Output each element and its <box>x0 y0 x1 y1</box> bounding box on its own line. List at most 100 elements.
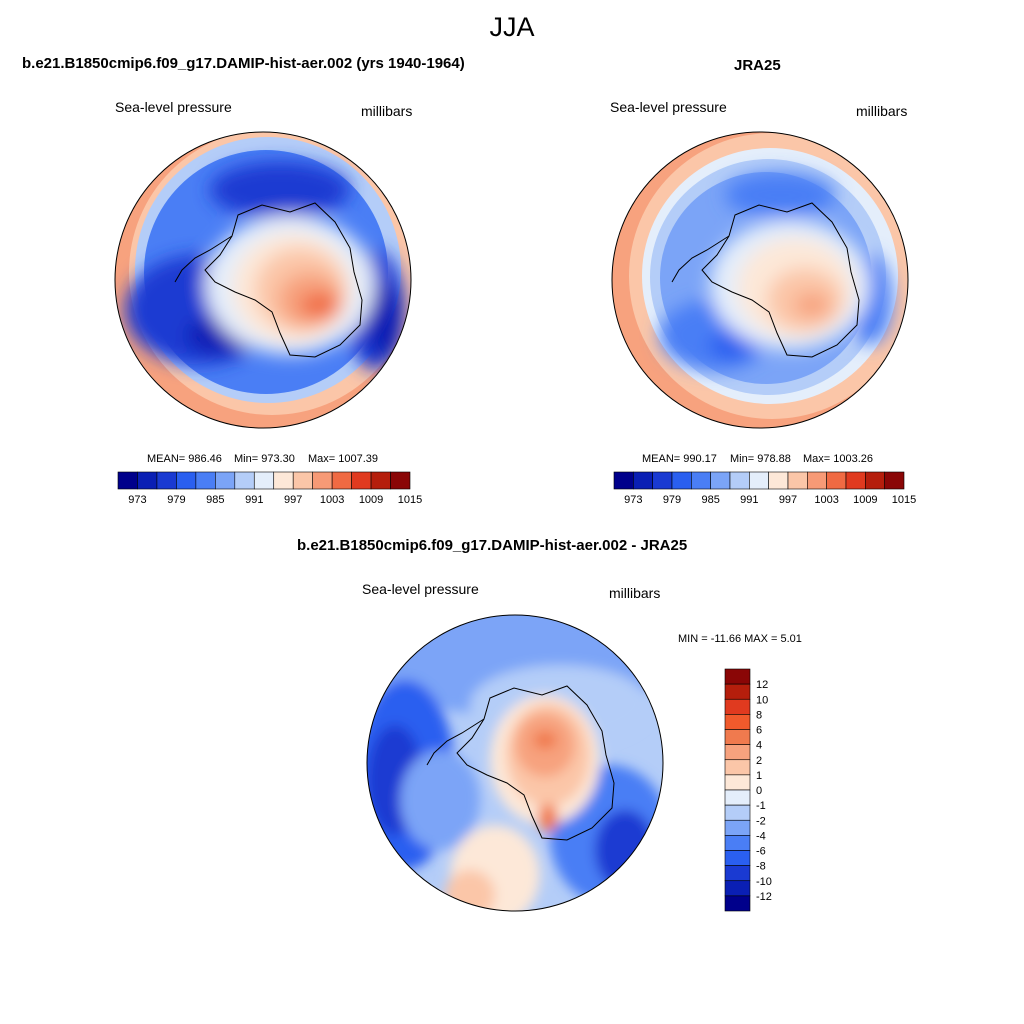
obs-colorbar-box <box>671 471 692 490</box>
diff-colorbar-box <box>724 804 751 821</box>
obs-colorbar-box <box>768 471 789 490</box>
obs-colorbar-box <box>710 471 731 490</box>
diff-colorbar-box <box>724 789 751 806</box>
diff-south-pos-2 <box>445 870 495 911</box>
obs-colorbar-box <box>729 471 750 490</box>
diff-colorbar-box <box>724 865 751 882</box>
diff-colorbar-box <box>724 668 751 685</box>
obs-variable-label: Sea-level pressure <box>610 99 727 115</box>
model-colorbar-box <box>156 471 177 490</box>
obs-colorbar-box <box>865 471 885 490</box>
obs-colorbar-tick-label: 979 <box>663 494 681 506</box>
diff-colorbar-box <box>724 714 751 730</box>
obs-colorbar-box <box>749 471 769 490</box>
model-colorbar-box <box>176 471 197 490</box>
obs-colorbar-tick-label: 985 <box>701 494 719 506</box>
diff-colorbar-tick-label: 1 <box>756 770 762 782</box>
model-colorbar: 973 979 985 991 997 1003 1009 1015 <box>117 471 422 506</box>
obs-max: Max= 1003.26 <box>803 453 874 465</box>
obs-colorbar-box <box>826 471 847 490</box>
obs-map-border <box>611 131 909 429</box>
obs-colorbar-box <box>613 471 634 490</box>
model-colorbar-box <box>331 471 352 490</box>
obs-plateau-peak <box>794 293 830 317</box>
diff-colorbar-box <box>724 729 751 745</box>
model-colorbar-box <box>273 471 294 490</box>
obs-panel-title: JRA25 <box>734 57 781 74</box>
diff-colorbar-tick-label: -6 <box>756 846 766 858</box>
diff-continent-peak-2 <box>538 804 558 832</box>
model-mean: MEAN= 986.46 <box>147 453 222 465</box>
obs-colorbar-tick-label: 1009 <box>853 494 877 506</box>
model-low-north <box>210 162 350 218</box>
diff-continent-peak <box>533 731 557 749</box>
obs-mean: MEAN= 990.17 <box>642 453 717 465</box>
diff-colorbar-tick-label: -4 <box>756 830 766 842</box>
diff-variable-label: Sea-level pressure <box>362 581 479 597</box>
diff-colorbar-tick-label: -8 <box>756 861 766 873</box>
model-colorbar-tick-label: 991 <box>245 494 263 506</box>
diff-colorbar-box <box>724 774 751 791</box>
obs-map <box>611 131 909 429</box>
model-plateau-peak <box>300 293 340 317</box>
model-colorbar-box <box>195 471 216 490</box>
diff-colorbar-tick-label: -1 <box>756 800 766 812</box>
obs-colorbar-box <box>807 471 827 490</box>
model-colorbar-tick-label: 1003 <box>320 494 344 506</box>
diff-colorbar-box <box>724 698 751 715</box>
diff-peninsula <box>426 718 485 766</box>
obs-colorbar-box <box>633 471 653 490</box>
diff-colorbar-tick-label: 12 <box>756 679 768 691</box>
model-colorbar-box <box>292 471 313 490</box>
model-colorbar-box <box>253 471 275 490</box>
model-panel-title: b.e21.B1850cmip6.f09_g17.DAMIP-hist-aer.… <box>22 55 465 72</box>
diff-colorbar-box <box>724 850 751 866</box>
diff-colorbar-tick-label: -12 <box>756 891 772 903</box>
model-min: Min= 973.30 <box>234 453 295 465</box>
model-colorbar-box <box>351 471 372 490</box>
obs-low-north <box>725 173 835 217</box>
model-colorbar-box <box>370 471 391 490</box>
obs-coastline <box>701 202 860 358</box>
diff-colorbar-tick-label: 10 <box>756 694 768 706</box>
model-max: Max= 1007.39 <box>308 453 379 465</box>
obs-units-label: millibars <box>856 103 908 119</box>
diff-coastline <box>456 685 615 841</box>
model-colorbar-box <box>137 471 158 490</box>
model-colorbar-box <box>215 471 236 490</box>
model-units-label: millibars <box>361 103 413 119</box>
diff-map-border <box>366 614 664 912</box>
diff-east-core <box>595 810 655 890</box>
diff-west-mid <box>400 750 480 850</box>
diff-colorbar-box <box>724 819 751 836</box>
diff-colorbar-box <box>724 895 751 912</box>
obs-colorbar-tick-label: 1015 <box>892 494 916 506</box>
diff-colorbar-tick-label: 4 <box>756 740 762 752</box>
obs-colorbar-tick-label: 1003 <box>814 494 838 506</box>
diff-colorbar-tick-label: 6 <box>756 725 762 737</box>
diff-units-label: millibars <box>609 585 661 601</box>
obs-peninsula <box>671 235 730 283</box>
model-colorbar-tick-label: 997 <box>284 494 302 506</box>
model-variable-label: Sea-level pressure <box>115 99 232 115</box>
model-colorbar-tick-label: 985 <box>206 494 224 506</box>
model-colorbar-box <box>390 471 411 490</box>
obs-colorbar-box <box>652 471 673 490</box>
obs-min: Min= 978.88 <box>730 453 791 465</box>
obs-colorbar-tick-label: 997 <box>779 494 797 506</box>
model-peninsula <box>174 235 233 283</box>
obs-colorbar-tick-label: 973 <box>624 494 642 506</box>
model-map <box>114 131 412 429</box>
diff-colorbar-box <box>724 744 751 761</box>
diff-map <box>366 614 664 912</box>
model-map-border <box>114 131 412 429</box>
diff-colorbar-tick-label: -2 <box>756 815 766 827</box>
model-colorbar-box <box>234 471 255 490</box>
model-colorbar-box <box>117 471 138 490</box>
obs-colorbar-tick-label: 991 <box>740 494 758 506</box>
model-colorbar-tick-label: 1009 <box>359 494 383 506</box>
model-low-east-core <box>367 282 403 358</box>
diff-panel-title: b.e21.B1850cmip6.f09_g17.DAMIP-hist-aer.… <box>297 537 688 554</box>
